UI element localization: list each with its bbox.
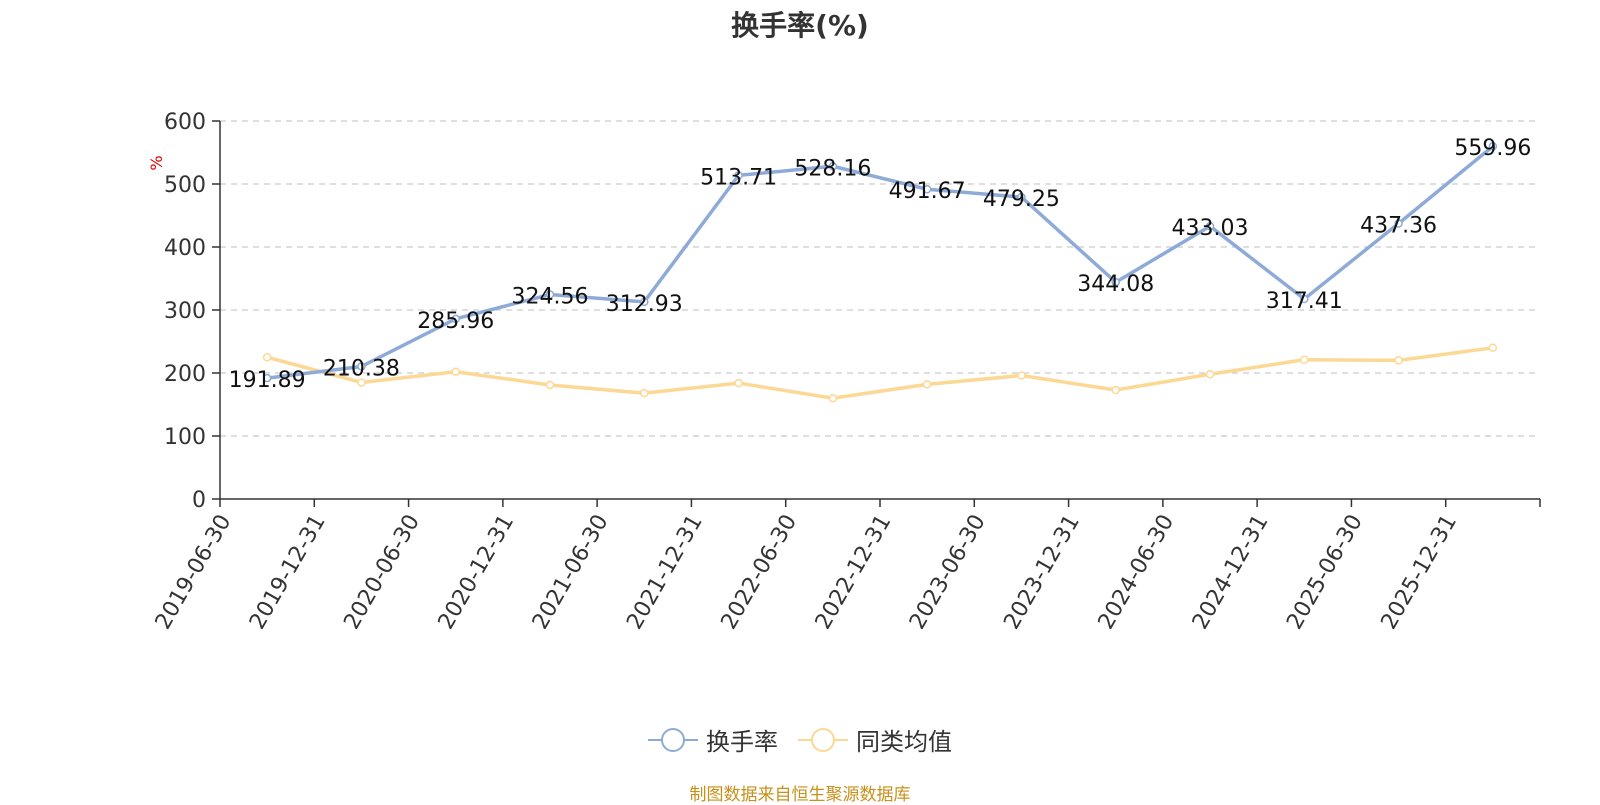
data-point [545,380,555,390]
x-tick-label: 2024-12-31 [1188,511,1274,634]
data-point [1300,294,1309,304]
x-tick-label: 2025-06-30 [1282,511,1368,634]
x-tick-label: 2021-12-31 [622,511,708,634]
data-point [357,362,366,371]
chart-title: 换手率(%) [731,9,869,42]
data-point [451,367,460,376]
data-point [922,184,932,194]
y-tick-label: 300 [164,299,206,324]
x-tick-label: 2024-06-30 [1094,511,1180,634]
x-tick-label: 2021-06-30 [528,511,614,634]
label-layer: 191.89 210.38 285.96 324.56 312.93 513.71 528.… [229,136,1532,393]
y-tick-label: 600 [164,110,206,135]
data-source-note: 制图数据来自恒生聚源数据库 [689,785,911,805]
data-label: 191.89 [229,368,306,393]
y-tick-label: 200 [164,362,206,387]
legend-item[interactable]: 换手率 [648,722,778,757]
x-tick-label: 2019-06-30 [151,511,237,634]
data-label: 559.96 [1454,136,1531,161]
data-point [828,393,838,403]
data-point [828,162,838,171]
data-label: 479.25 [983,187,1060,212]
y-tick-label: 100 [164,425,206,450]
data-label: 312.93 [606,292,683,317]
series-layer [262,141,1498,403]
legend-marker-icon [798,727,848,752]
data-point [1017,371,1026,380]
data-point [734,171,743,180]
y-tick-label: 500 [164,173,206,198]
series-line [266,144,1494,380]
series-line [266,346,1494,400]
data-point [1488,343,1498,353]
data-label: 344.08 [1077,272,1154,297]
data-point [1111,385,1120,395]
x-tick-label: 2020-12-31 [434,511,520,634]
data-label: 285.96 [417,309,494,334]
legend-item[interactable]: 同类均值 [798,722,952,757]
data-point [1205,370,1215,379]
data-label: 491.67 [889,179,966,204]
x-tick-label: 2023-12-31 [999,511,1085,634]
x-tick-label: 2022-06-30 [717,511,803,634]
data-point [262,373,272,383]
data-point [1300,355,1309,365]
data-label: 210.38 [323,356,400,381]
y-tick-label: 400 [164,236,206,261]
data-label: 317.41 [1266,289,1343,314]
data-label: 324.56 [512,285,589,310]
data-point [262,353,272,362]
data-point [545,290,555,299]
data-point [1488,141,1498,151]
data-label: 528.16 [794,156,871,181]
grid-layer [220,120,1540,437]
x-tick-label: 2025-12-31 [1377,511,1463,634]
data-point [357,378,366,387]
data-label: 433.03 [1172,216,1249,241]
data-point [1205,221,1215,231]
data-point [1394,356,1403,365]
data-point [640,388,649,398]
legend-label: 换手率 [706,728,778,756]
data-point [1017,192,1026,202]
y-axis-label: % [147,155,166,170]
data-point [1111,277,1120,287]
x-tick-label: 2023-06-30 [905,510,991,633]
data-label: 437.36 [1360,213,1437,238]
data-point [734,378,743,388]
legend-label: 同类均值 [856,728,952,756]
data-point [922,380,932,389]
x-tick-label: 2022-12-31 [811,511,897,634]
x-tick-label: 2019-12-31 [245,511,331,634]
x-tick-label: 2020-06-30 [339,510,425,633]
data-point [640,297,649,307]
data-point [451,314,460,324]
legend: 换手率 同类均值 [0,722,1600,757]
data-label: 513.71 [700,165,777,190]
legend-marker-icon [648,727,698,752]
data-point [1394,219,1403,228]
y-tick-label: 0 [192,488,206,513]
